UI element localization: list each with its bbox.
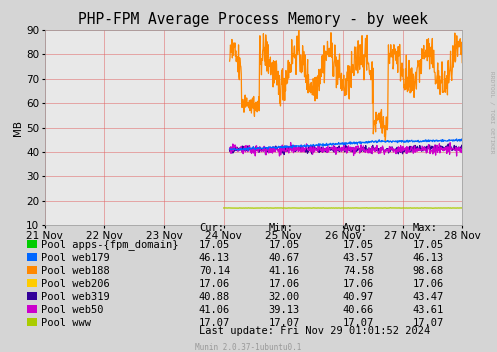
Text: 43.61: 43.61 — [413, 305, 444, 315]
Text: 43.47: 43.47 — [413, 292, 444, 302]
Text: Pool www: Pool www — [41, 318, 91, 328]
Text: Avg:: Avg: — [343, 222, 368, 233]
Text: Pool web206: Pool web206 — [41, 279, 109, 289]
Text: 17.05: 17.05 — [343, 240, 374, 250]
Text: Last update: Fri Nov 29 01:01:52 2024: Last update: Fri Nov 29 01:01:52 2024 — [199, 326, 430, 336]
Text: Pool web188: Pool web188 — [41, 266, 109, 276]
Text: 17.06: 17.06 — [199, 279, 230, 289]
Text: 17.06: 17.06 — [413, 279, 444, 289]
Text: Pool web179: Pool web179 — [41, 253, 109, 263]
Text: 98.68: 98.68 — [413, 266, 444, 276]
Text: Pool web319: Pool web319 — [41, 292, 109, 302]
Title: PHP-FPM Average Process Memory - by week: PHP-FPM Average Process Memory - by week — [79, 12, 428, 27]
Text: 17.05: 17.05 — [268, 240, 300, 250]
Text: 41.06: 41.06 — [199, 305, 230, 315]
Text: 39.13: 39.13 — [268, 305, 300, 315]
Text: 41.16: 41.16 — [268, 266, 300, 276]
Text: 17.06: 17.06 — [343, 279, 374, 289]
Text: Min:: Min: — [268, 222, 293, 233]
Text: 17.07: 17.07 — [199, 318, 230, 328]
Text: Pool web50: Pool web50 — [41, 305, 103, 315]
Text: 17.05: 17.05 — [199, 240, 230, 250]
Text: Munin 2.0.37-1ubuntu0.1: Munin 2.0.37-1ubuntu0.1 — [195, 342, 302, 352]
Text: 17.07: 17.07 — [268, 318, 300, 328]
Text: 17.07: 17.07 — [413, 318, 444, 328]
Y-axis label: MB: MB — [13, 120, 23, 136]
Text: 17.07: 17.07 — [343, 318, 374, 328]
Text: 74.58: 74.58 — [343, 266, 374, 276]
Text: Max:: Max: — [413, 222, 437, 233]
Text: 43.57: 43.57 — [343, 253, 374, 263]
Text: 40.67: 40.67 — [268, 253, 300, 263]
Text: Cur:: Cur: — [199, 222, 224, 233]
Text: 70.14: 70.14 — [199, 266, 230, 276]
Text: 32.00: 32.00 — [268, 292, 300, 302]
Text: 40.88: 40.88 — [199, 292, 230, 302]
Text: 40.97: 40.97 — [343, 292, 374, 302]
Text: Pool apps-{fpm_domain}: Pool apps-{fpm_domain} — [41, 239, 178, 250]
Text: 46.13: 46.13 — [413, 253, 444, 263]
Text: 40.66: 40.66 — [343, 305, 374, 315]
Text: 46.13: 46.13 — [199, 253, 230, 263]
Text: 17.06: 17.06 — [268, 279, 300, 289]
Text: RRDTOOL / TOBI OETIKER: RRDTOOL / TOBI OETIKER — [490, 71, 495, 154]
Text: 17.05: 17.05 — [413, 240, 444, 250]
